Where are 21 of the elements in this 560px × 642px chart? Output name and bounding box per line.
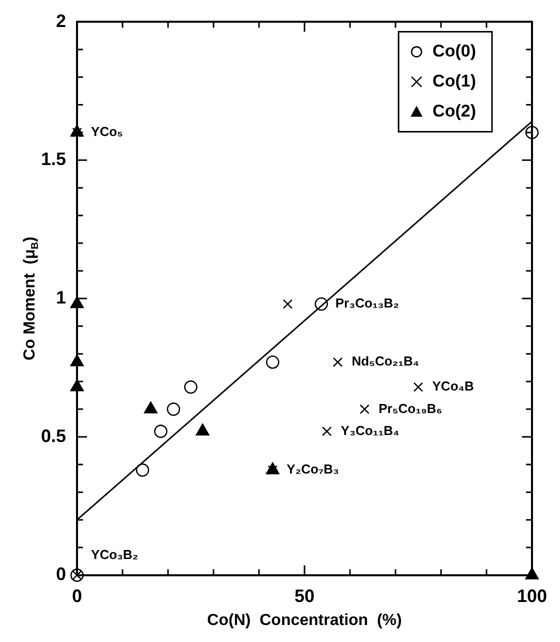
legend-label: Co(2) <box>432 101 476 120</box>
y-tick-label: 1 <box>56 287 66 308</box>
annotation: YCo₅ <box>91 124 124 140</box>
annotation: YCo₃B₂ <box>91 546 138 562</box>
x-tick-label: 0 <box>72 586 82 606</box>
annotation: Pr₃Co₁₃B₂ <box>335 296 400 311</box>
y-axis-title: Co Moment (μB) <box>21 236 41 360</box>
x-tick-label: 50 <box>294 586 315 606</box>
y-tick-label: 2 <box>56 10 66 31</box>
annotation: Pr₅Co₁₉B₆ <box>378 400 442 416</box>
annotation: Nd₅Co₂₁B₄ <box>352 354 420 369</box>
y-tick-label: 0 <box>56 564 66 584</box>
legend-label: Co(0) <box>432 41 476 60</box>
y-tick-label: 1.5 <box>40 149 66 170</box>
annotation: Y₃Co₁₁B₄ <box>340 422 400 438</box>
x-axis-title: Co(N) Concentration (%) <box>207 612 402 629</box>
legend-label: Co(1) <box>432 71 476 90</box>
annotation: YCo₄B <box>432 378 474 394</box>
x-tick-label: 100 <box>516 586 548 606</box>
annotation: Y₂Co₇B₃ <box>286 462 340 477</box>
y-tick-label: 0.5 <box>40 426 66 446</box>
